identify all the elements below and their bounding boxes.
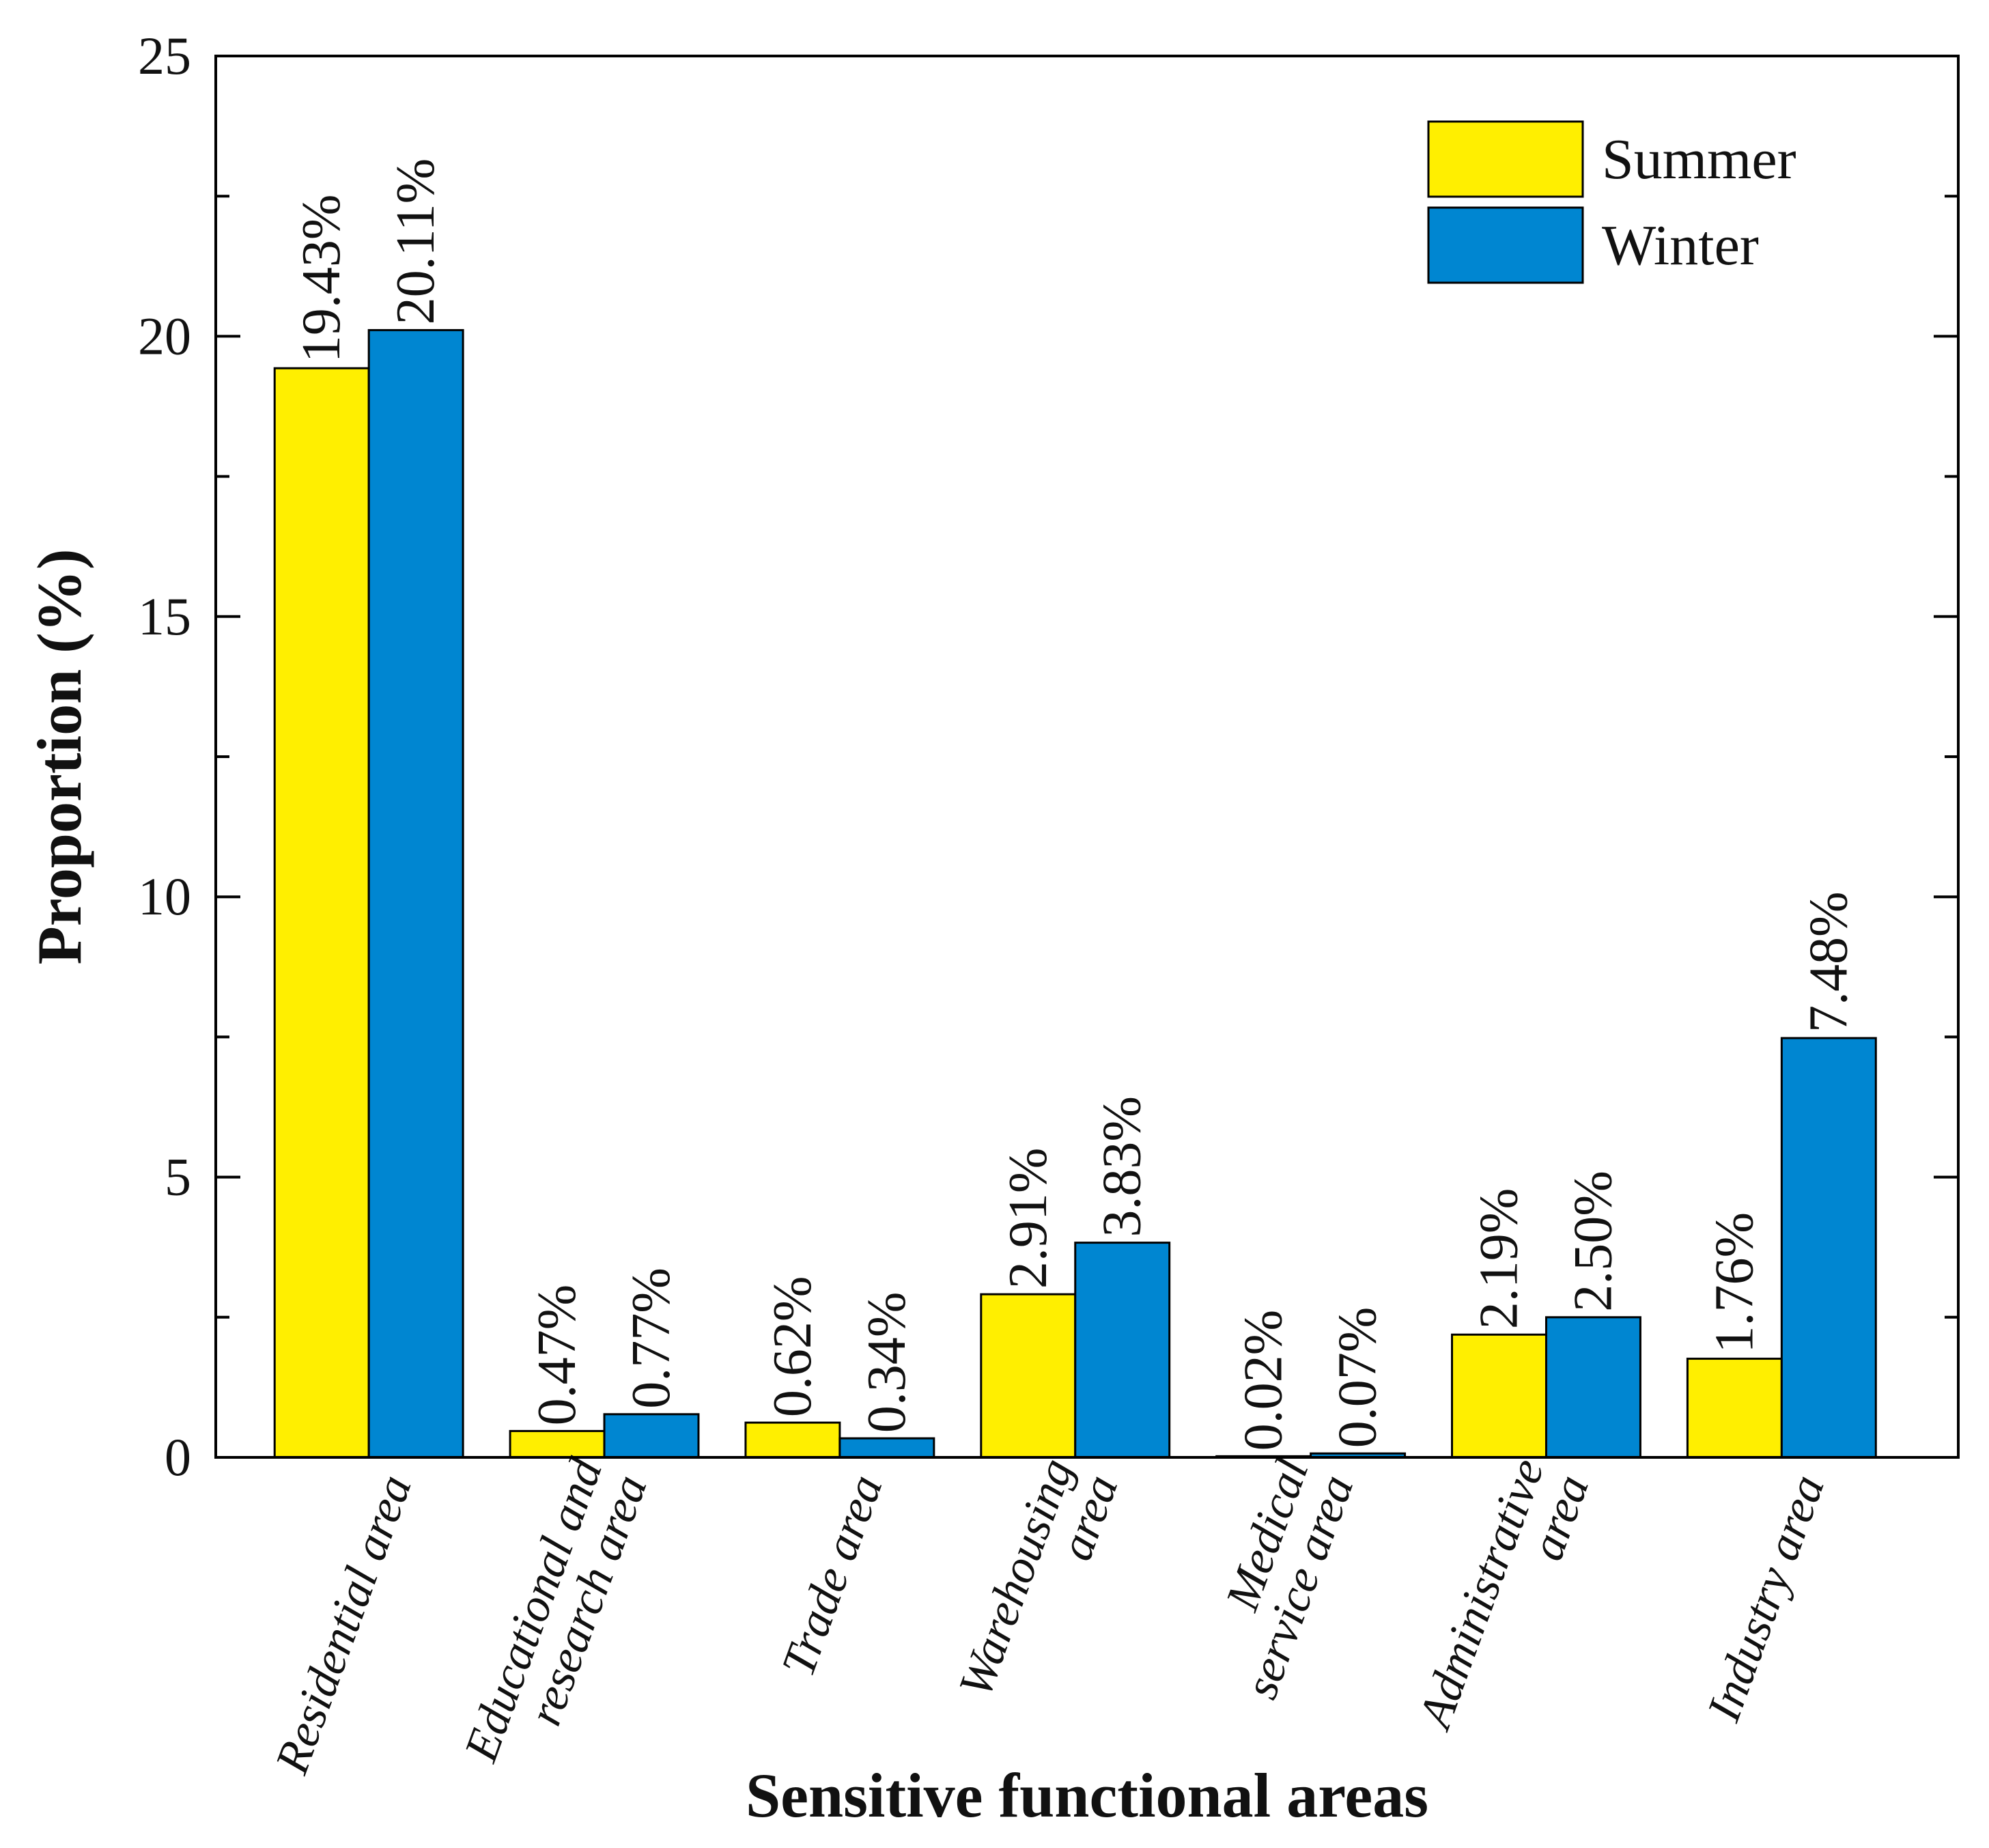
- data-label-summer-6: 1.76%: [1704, 1212, 1764, 1354]
- data-label-winter-4: 0.07%: [1328, 1307, 1388, 1448]
- y-tick-label: 10: [138, 867, 191, 926]
- category-label-line: Trade area: [772, 1468, 893, 1683]
- data-label-summer-3: 2.91%: [998, 1148, 1058, 1289]
- bar-summer-1: [509, 1429, 606, 1459]
- legend-label-winter: Winter: [1602, 214, 1759, 277]
- plot-frame: [214, 55, 1960, 1459]
- bar-winter-0: [367, 328, 464, 1459]
- data-label-summer-1: 0.47%: [527, 1285, 587, 1426]
- bar-summer-2: [744, 1421, 841, 1459]
- legend: Summer Winter: [1427, 120, 1796, 284]
- category-labels: Residential area Educational andresearch …: [266, 1451, 1835, 1781]
- data-label-summer-0: 19.43%: [292, 195, 352, 363]
- category-label-6: Industry area: [1697, 1468, 1835, 1728]
- bar-summer-0: [273, 367, 370, 1459]
- data-label-winter-3: 3.83%: [1092, 1096, 1153, 1237]
- category-label-line: Administrative: [1408, 1452, 1555, 1737]
- y-tick-label: 20: [138, 306, 191, 365]
- data-label-winter-1: 0.77%: [621, 1268, 681, 1409]
- y-axis-ticks: 0 5 10 15 20 25: [138, 26, 1958, 1487]
- data-label-winter-5: 2.50%: [1563, 1171, 1623, 1312]
- category-label-0: Residential area: [266, 1468, 422, 1781]
- category-label-line: Residential area: [266, 1468, 422, 1781]
- bar-summer-6: [1686, 1358, 1783, 1459]
- data-label-winter-0: 20.11%: [386, 158, 446, 325]
- category-label-line: Industry area: [1697, 1468, 1835, 1728]
- y-tick-label: 25: [138, 26, 191, 85]
- data-label-winter-2: 0.34%: [857, 1291, 917, 1433]
- data-labels: 19.43% 20.11% 0.47% 0.77% 0.62% 0.34% 2.91% 3.8…: [292, 158, 1859, 1451]
- bar-summer-5: [1451, 1333, 1547, 1459]
- data-label-summer-5: 2.19%: [1469, 1188, 1529, 1330]
- bar-winter-2: [838, 1437, 935, 1459]
- legend-swatch-summer: [1427, 120, 1584, 198]
- y-tick-label: 15: [138, 587, 191, 646]
- data-label-summer-4: 0.02%: [1234, 1310, 1294, 1451]
- category-label-2: Trade area: [772, 1468, 893, 1683]
- bars: [273, 328, 1877, 1459]
- x-axis-title: Sensitive functional areas: [746, 1761, 1428, 1830]
- data-label-summer-2: 0.62%: [763, 1276, 823, 1417]
- data-label-winter-6: 7.48%: [1798, 891, 1859, 1033]
- bar-winter-1: [603, 1413, 700, 1459]
- y-axis-title: Proportion (%): [25, 548, 94, 964]
- legend-label-summer: Summer: [1602, 128, 1796, 191]
- y-tick-label: 5: [165, 1147, 191, 1207]
- bar-winter-6: [1780, 1037, 1877, 1459]
- y-tick-label: 0: [165, 1427, 191, 1487]
- legend-swatch-winter: [1427, 206, 1584, 284]
- bar-winter-5: [1544, 1316, 1641, 1459]
- bar-summer-3: [980, 1293, 1077, 1459]
- category-label-line: Warehousing: [949, 1452, 1084, 1704]
- bar-winter-3: [1074, 1242, 1171, 1459]
